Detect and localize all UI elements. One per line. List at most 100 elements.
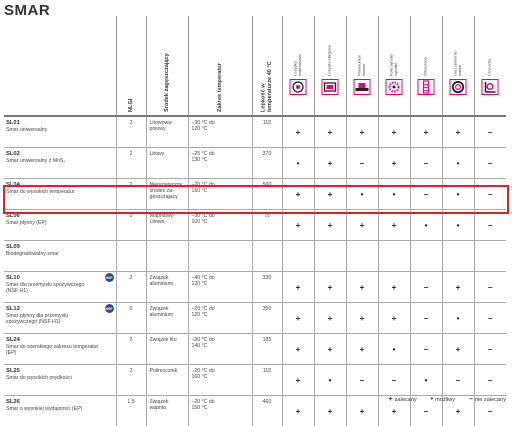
nsf-badge: NSF — [105, 273, 114, 282]
suitability-cell: – — [474, 179, 506, 210]
suitability-cell: + — [314, 148, 346, 179]
viscosity-cell — [252, 241, 282, 272]
suitability-cell: • — [282, 148, 314, 179]
suitability-cell: – — [346, 365, 378, 396]
thickener-cell: Związek aluminium — [146, 303, 188, 334]
suitability-cell: + — [314, 179, 346, 210]
suitability-cell: – — [410, 272, 442, 303]
suitability-cell: • — [346, 179, 378, 210]
header-product — [4, 16, 116, 116]
temperature-cell — [188, 241, 252, 272]
header-app-gears: Koła zębate/ zębatki — [378, 16, 410, 116]
product-code: SL12 — [6, 306, 116, 312]
nlgi-cell: 2 — [116, 179, 146, 210]
thickener-cell: Polimocznik — [146, 365, 188, 396]
suitability-cell: – — [346, 148, 378, 179]
product-code: SL24 — [6, 337, 116, 343]
suitability-cell: + — [282, 334, 314, 365]
thickener-cell: Wapniowy- Litowo — [146, 210, 188, 241]
viscosity-cell: 110 — [252, 116, 282, 148]
thickener-cell — [146, 241, 188, 272]
temperature-cell: –20 °C do 160 °C — [188, 179, 252, 210]
viscosity-cell: 110 — [252, 365, 282, 396]
chain-icon — [482, 79, 499, 95]
shaft-seal-icon — [450, 79, 467, 95]
nlgi-cell: 2 — [116, 272, 146, 303]
suitability-cell: + — [314, 116, 346, 148]
suitability-cell: + — [378, 116, 410, 148]
nsf-badge: NSF — [105, 304, 114, 313]
suitability-cell: – — [378, 365, 410, 396]
suitability-cell: + — [314, 334, 346, 365]
suitability-cell: – — [474, 210, 506, 241]
suitability-cell — [346, 241, 378, 272]
product-code: SL10 — [6, 275, 116, 281]
table-header: NLGI Środek zagęszczający Zakres tempera… — [4, 16, 506, 116]
product-code: SL26 — [6, 399, 116, 405]
suitability-cell: + — [346, 272, 378, 303]
suitability-cell — [378, 241, 410, 272]
roller-bearing-icon — [290, 79, 307, 95]
legend-recommended: +zalecany — [388, 396, 416, 403]
suitability-cell: + — [378, 272, 410, 303]
product-code: SL04 — [6, 182, 116, 188]
suitability-cell: • — [314, 365, 346, 396]
suitability-cell: • — [378, 334, 410, 365]
suitability-cell: • — [442, 148, 474, 179]
header-app-plain-bearings: Łożyska ślizgowe — [314, 16, 346, 116]
thickener-cell: Związek litu — [146, 334, 188, 365]
suitability-cell: – — [410, 179, 442, 210]
suitability-cell — [282, 241, 314, 272]
product-description: Smar dla przemysłu spożywczego (NSF H1) — [6, 282, 116, 294]
product-description: Smar do wysokich prędkości — [6, 375, 116, 381]
header-app-spindles: Wrzeciona — [410, 16, 442, 116]
suitability-cell: + — [282, 116, 314, 148]
temperature-cell: –20 °C do 150 °C — [188, 396, 252, 426]
suitability-cell: – — [442, 365, 474, 396]
grease-table: NLGI Środek zagęszczający Zakres tempera… — [4, 16, 506, 426]
suitability-cell: + — [410, 116, 442, 148]
viscosity-cell: 460 — [252, 396, 282, 426]
product-description: Smar do szerokiego zakresu temperatur (E… — [6, 344, 116, 356]
legend-possible: •możliwy — [431, 396, 455, 403]
suitability-cell: + — [442, 272, 474, 303]
suitability-cell: + — [282, 210, 314, 241]
nlgi-cell: 1,5 — [116, 396, 146, 426]
nlgi-cell — [116, 241, 146, 272]
temperature-cell: –40 °C do 120 °C — [188, 272, 252, 303]
gear-icon — [386, 79, 403, 95]
temperature-cell: –20 °C do 120 °C — [188, 303, 252, 334]
temperature-cell: –30 °C do 100 °C — [188, 210, 252, 241]
header-thickener: Środek zagęszczający — [146, 16, 188, 116]
suitability-cell: + — [346, 210, 378, 241]
temperature-cell: –25 °C do 130 °C — [188, 148, 252, 179]
suitability-cell: + — [282, 179, 314, 210]
suitability-cell: + — [346, 334, 378, 365]
suitability-cell: – — [410, 334, 442, 365]
nlgi-cell: 0 — [116, 303, 146, 334]
suitability-cell: – — [474, 272, 506, 303]
suitability-cell: + — [314, 396, 346, 426]
product-description: Smar do wysokich temperatur — [6, 189, 116, 195]
suitability-cell: • — [442, 210, 474, 241]
suitability-cell: + — [314, 272, 346, 303]
product-description: Smar o wysokiej wydajności (EP) — [6, 406, 116, 412]
suitability-cell — [474, 241, 506, 272]
thickener-cell: Związek wapnia — [146, 396, 188, 426]
suitability-cell: – — [474, 116, 506, 148]
header-viscosity: Lepkość w temperaturze 40 °C — [252, 16, 282, 116]
header-temperature: Zakres temperatur — [188, 16, 252, 116]
viscosity-cell: 330 — [252, 272, 282, 303]
